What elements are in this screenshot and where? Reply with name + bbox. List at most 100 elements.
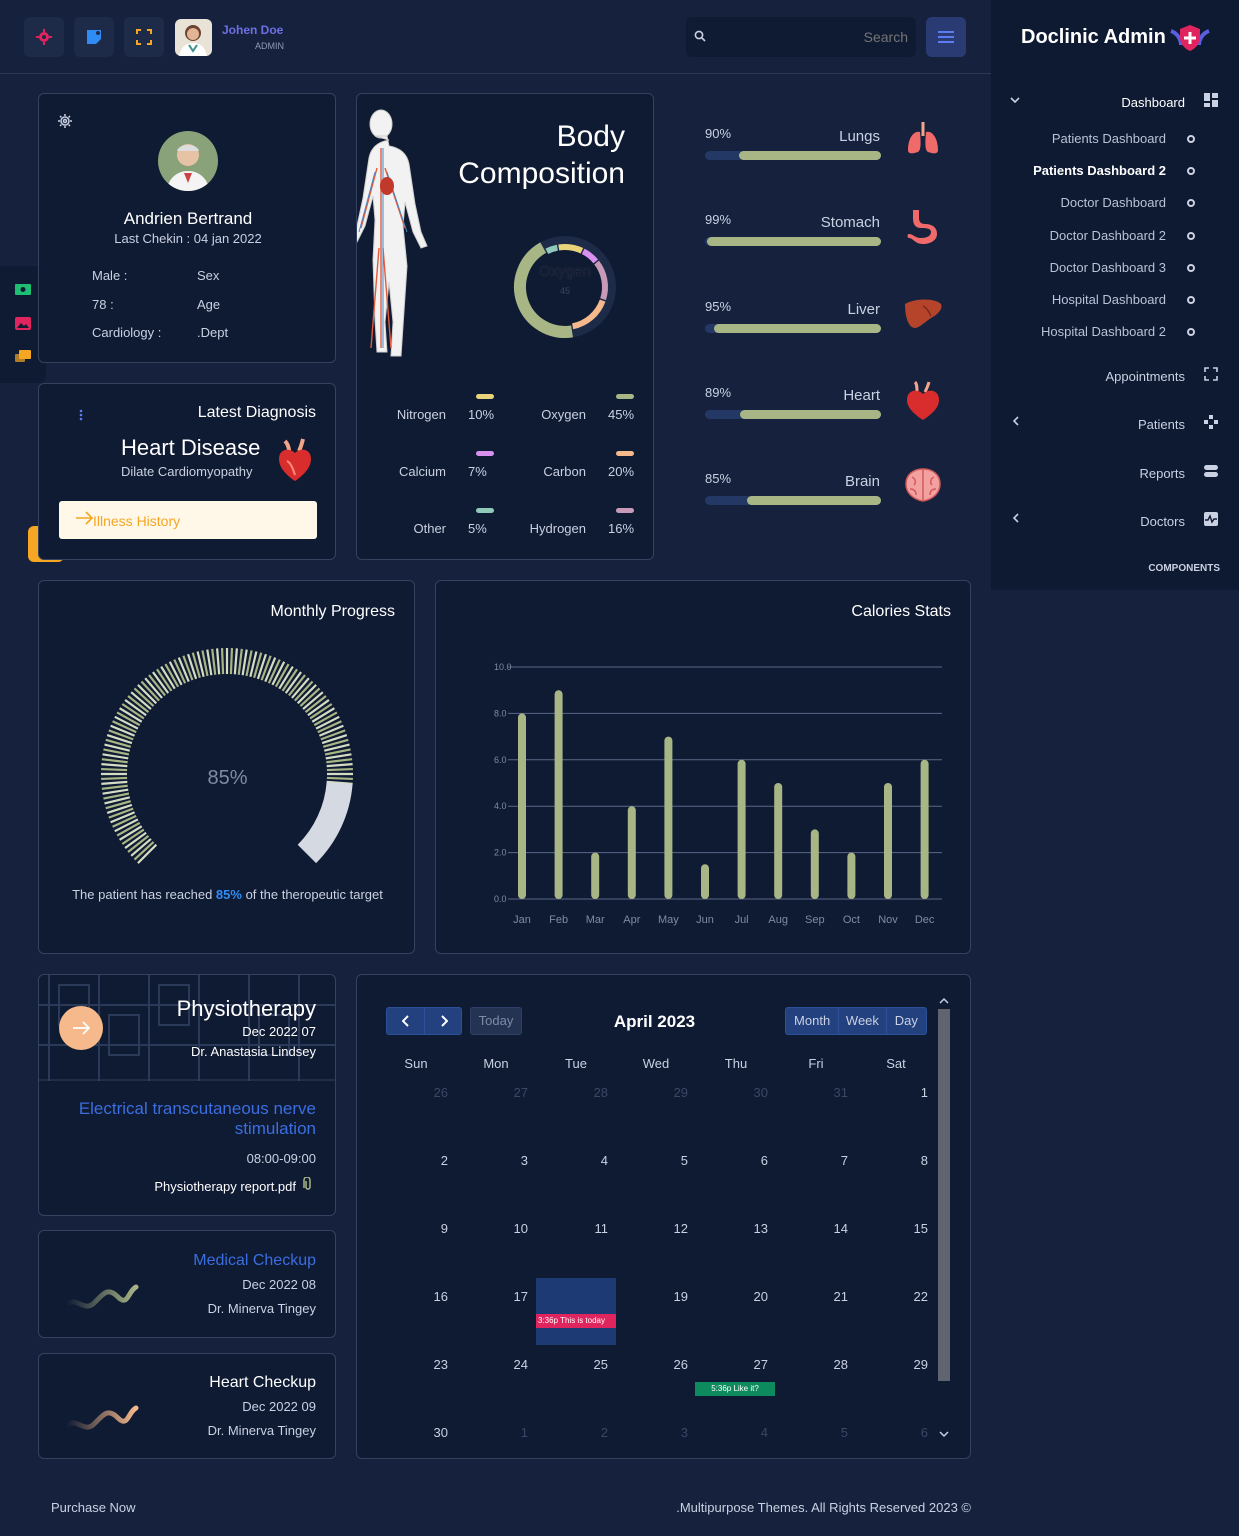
calendar-day[interactable]: 9 [440,1221,448,1236]
bar[interactable] [884,783,892,899]
calendar-day[interactable]: 27 [513,1085,528,1100]
fullscreen-button[interactable] [124,17,164,57]
bar[interactable] [627,806,636,899]
illness-history-button[interactable]: Illness History [59,501,317,539]
calendar-day[interactable]: 23 [433,1357,448,1372]
physio-file-link[interactable]: Physiotherapy report.pdf [154,1179,296,1194]
calendar-day[interactable]: 30 [433,1425,448,1440]
calendar-day[interactable]: 14 [833,1221,848,1236]
prev-month-button[interactable] [387,1008,425,1034]
brand-title[interactable]: Doclinic Admin [1021,26,1166,48]
bar[interactable] [664,736,673,899]
calendar-day[interactable]: 6 [760,1153,768,1168]
x-tick-label: Jan [513,914,531,926]
calendar-day[interactable]: 8 [920,1153,928,1168]
calendar-day[interactable]: 3 [680,1425,688,1440]
gear-icon[interactable] [58,114,72,128]
event-today[interactable]: 3:36p This is today [536,1314,616,1328]
today-cell-highlight[interactable] [536,1278,616,1345]
sidebar-subitem[interactable]: Hospital Dashboard 2 [1040,324,1166,340]
avatar[interactable] [175,19,212,56]
calendar-day[interactable]: 5 [680,1153,688,1168]
settings-button[interactable] [24,17,64,57]
calendar-day[interactable]: 27 [753,1357,768,1372]
sidebar-subitem[interactable]: Patients Dashboard [1051,131,1166,146]
sidebar-subitem[interactable]: Patients Dashboard 2 [1033,163,1166,179]
checkup-card-2[interactable]: Heart Checkup Dec 2022 09 Dr. Minerva Ti… [38,1353,336,1459]
today-button[interactable]: Today [470,1007,522,1035]
bar[interactable] [701,864,709,899]
more-vertical-icon[interactable] [79,409,83,421]
search-input[interactable] [712,25,908,49]
calendar-day[interactable]: 12 [673,1221,688,1236]
calendar-day[interactable]: 15 [913,1221,928,1236]
calendar-day[interactable]: 29 [913,1357,928,1372]
bar[interactable] [810,829,819,899]
bar[interactable] [920,759,929,899]
calendar-scrollbar[interactable] [937,995,951,1445]
calendar-day[interactable]: 17 [513,1289,528,1304]
bar[interactable] [518,713,526,899]
calendar-day[interactable]: 1 [920,1085,928,1100]
gauge-tick [299,687,321,707]
sidebar-item-appointments[interactable]: Appointments [1105,369,1186,384]
physio-open-button[interactable] [59,1006,103,1050]
calendar-day[interactable]: 4 [600,1153,608,1168]
calendar-day[interactable]: 26 [433,1085,448,1100]
calendar-day[interactable]: 4 [760,1425,768,1440]
brain-icon [905,468,941,502]
calendar-day[interactable]: 2 [600,1425,608,1440]
sidebar-subitem[interactable]: Doctor Dashboard [1060,195,1167,211]
bar[interactable] [591,852,600,899]
calendar-day[interactable]: 2 [440,1153,448,1168]
purchase-now-link[interactable]: Purchase Now [51,1500,136,1515]
calendar-day[interactable]: 13 [753,1221,768,1236]
bar[interactable] [737,759,746,899]
scrollbar-thumb[interactable] [938,1009,950,1381]
chat-icon[interactable] [15,350,31,364]
week-view-button[interactable]: Week [839,1008,887,1034]
month-view-button[interactable]: Month [786,1008,840,1034]
notes-button[interactable] [74,17,114,57]
calendar-day[interactable]: 31 [833,1085,848,1100]
money-icon[interactable] [15,284,31,295]
sidebar-item-dashboard[interactable]: Dashboard [1121,95,1185,110]
checkup-card-1[interactable]: Medical Checkup Dec 2022 08 Dr. Minerva … [38,1230,336,1338]
event-like-it[interactable]: 5:36p Like it? [695,1382,775,1396]
day-view-button[interactable]: Day [894,1013,918,1028]
search-box[interactable] [686,17,916,57]
calendar-day[interactable]: 29 [673,1085,688,1100]
sidebar-subitem[interactable]: Doctor Dashboard 2 [1049,227,1166,243]
menu-toggle-button[interactable] [926,17,966,57]
calendar-day[interactable]: 7 [840,1153,848,1168]
calendar-day[interactable]: 20 [753,1289,768,1304]
calendar-day[interactable]: 19 [673,1289,688,1304]
calendar-day[interactable]: 28 [833,1357,848,1372]
sidebar-subitem[interactable]: Doctor Dashboard 3 [1049,259,1166,275]
calendar-day[interactable]: 1 [520,1425,528,1440]
sidebar-item-doctors[interactable]: Doctors [1140,514,1185,529]
calendar-day[interactable]: 24 [513,1357,528,1372]
calendar-day[interactable]: 3 [520,1153,528,1168]
next-month-button[interactable] [425,1008,463,1034]
sidebar-item-patients[interactable]: Patients [1138,417,1185,432]
calendar-day[interactable]: 5 [840,1425,848,1440]
sidebar-item-reports[interactable]: Reports [1139,466,1185,481]
calendar-day[interactable]: 6 [920,1425,928,1440]
calendar-day[interactable]: 25 [593,1357,608,1372]
calendar-day[interactable]: 26 [673,1357,688,1372]
bar[interactable] [774,783,783,899]
calendar-day[interactable]: 28 [593,1085,608,1100]
calendar-day[interactable]: 30 [753,1085,768,1100]
legend-name: Other [413,521,446,536]
image-icon[interactable] [15,317,31,330]
bar[interactable] [847,852,856,899]
calendar-card: Today April 2023 Month Week Day [356,974,971,1459]
calendar-day[interactable]: 21 [833,1289,848,1304]
calendar-day[interactable]: 22 [913,1289,928,1304]
calendar-day[interactable]: 11 [594,1221,609,1236]
calendar-day[interactable]: 10 [513,1221,528,1236]
calendar-day[interactable]: 16 [433,1289,448,1304]
bar[interactable] [554,690,563,899]
sidebar-subitem[interactable]: Hospital Dashboard [1051,292,1166,307]
